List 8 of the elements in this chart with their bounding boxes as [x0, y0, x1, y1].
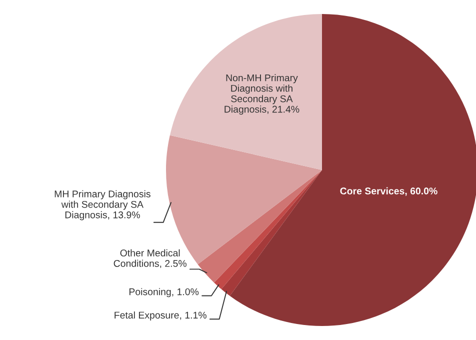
- slice-label: MH Primary Diagnosis with Secondary SA Diagnosis, 13.9%: [54, 190, 150, 220]
- pie-slice: [170, 14, 322, 170]
- slice-label: Fetal Exposure, 1.1%: [114, 311, 206, 321]
- pie-slice: [198, 170, 322, 283]
- slice-label: Core Services, 60.0%: [340, 187, 438, 196]
- slice-label: Poisoning, 1.0%: [129, 288, 199, 298]
- slice-label: Other Medical Conditions, 2.5%: [114, 249, 186, 268]
- slice-label: Non-MH Primary Diagnosis with Secondary SA Diagnosis, 21.4%: [224, 74, 300, 115]
